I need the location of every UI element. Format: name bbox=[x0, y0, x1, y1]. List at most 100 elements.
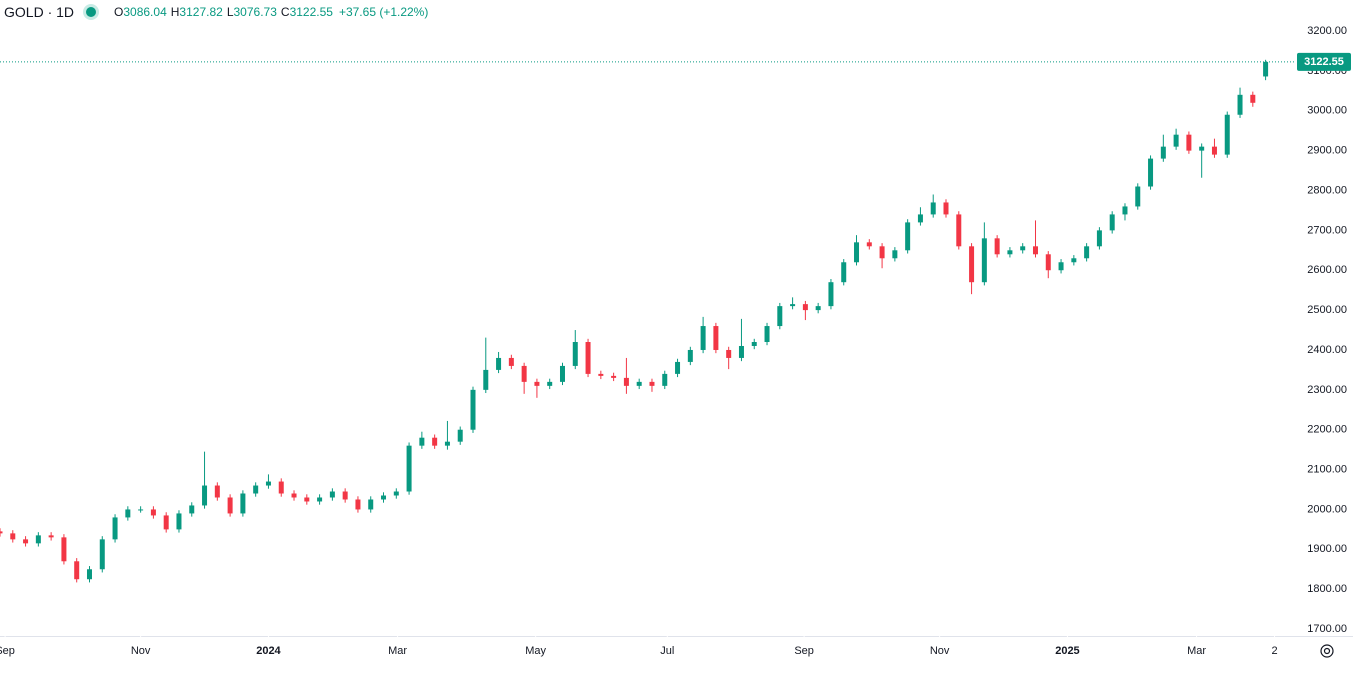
candle-body bbox=[355, 499, 361, 510]
candle-body bbox=[1199, 146, 1205, 151]
candle-body bbox=[675, 361, 681, 374]
candle-body bbox=[841, 262, 847, 283]
x-tick-label: Mar bbox=[388, 645, 407, 657]
candle-body bbox=[214, 485, 220, 498]
candle-body bbox=[381, 495, 387, 500]
candle-body bbox=[74, 561, 80, 580]
y-tick-label: 2600.00 bbox=[1307, 264, 1347, 276]
settings-icon[interactable] bbox=[1320, 644, 1334, 658]
candle-body bbox=[1007, 250, 1013, 255]
candle-body bbox=[23, 539, 29, 544]
candle-body bbox=[457, 429, 463, 442]
candle-body bbox=[265, 481, 271, 486]
candle-body bbox=[1122, 206, 1128, 215]
candle-body bbox=[943, 202, 949, 215]
candle-body bbox=[1250, 94, 1256, 103]
candle-body bbox=[956, 214, 962, 247]
x-tick-label: Sep bbox=[0, 645, 15, 657]
candle-body bbox=[1148, 158, 1154, 187]
candle-body bbox=[585, 342, 591, 374]
candle-body bbox=[227, 497, 233, 514]
candle-body bbox=[419, 437, 425, 446]
candle-body bbox=[1084, 246, 1090, 259]
candle-body bbox=[496, 357, 502, 370]
candle-body bbox=[981, 238, 987, 283]
candle-body bbox=[406, 445, 412, 492]
candle-body bbox=[892, 250, 898, 259]
candle-body bbox=[1109, 214, 1115, 231]
ohlc-label: C bbox=[280, 5, 290, 19]
ohlc-label: H bbox=[170, 5, 180, 19]
candle-body bbox=[1186, 134, 1192, 151]
candle-body bbox=[1160, 146, 1166, 159]
candle-body bbox=[866, 242, 872, 247]
candle-body bbox=[150, 509, 156, 516]
x-tick-label: 2025 bbox=[1055, 645, 1079, 657]
candle-body bbox=[1058, 262, 1064, 271]
candle-body bbox=[278, 481, 284, 494]
candle-body bbox=[1032, 246, 1038, 255]
candle-body bbox=[444, 441, 450, 446]
candle-body bbox=[329, 491, 335, 498]
y-tick-label: 1900.00 bbox=[1307, 543, 1347, 555]
candle-body bbox=[1045, 254, 1051, 271]
candle-body bbox=[304, 497, 310, 502]
candle-body bbox=[559, 365, 565, 382]
candle-body bbox=[368, 499, 374, 510]
candle-body bbox=[879, 246, 885, 259]
candle-body bbox=[48, 535, 54, 538]
candle-body bbox=[738, 345, 744, 358]
candle-body bbox=[713, 326, 719, 350]
candle-body bbox=[1173, 134, 1179, 147]
x-tick-label: Mar bbox=[1187, 645, 1206, 657]
candle-body bbox=[572, 342, 578, 366]
x-tick-label: Jul bbox=[660, 645, 674, 657]
y-tick-label: 2900.00 bbox=[1307, 145, 1347, 157]
last-price-label: 3122.55 bbox=[1304, 56, 1344, 68]
y-tick-label: 2100.00 bbox=[1307, 463, 1347, 475]
candle-body bbox=[138, 509, 144, 511]
candle-body bbox=[1071, 258, 1077, 263]
candle-body bbox=[969, 246, 975, 283]
candle-body bbox=[253, 485, 259, 494]
candle-body bbox=[35, 535, 41, 544]
candle-body bbox=[534, 381, 540, 386]
candle-body bbox=[726, 349, 732, 358]
x-tick-label: Sep bbox=[794, 645, 814, 657]
candle-body bbox=[662, 373, 668, 386]
x-tick-label: 2024 bbox=[256, 645, 281, 657]
candle-body bbox=[815, 306, 821, 311]
candle-body bbox=[930, 202, 936, 215]
candle-body bbox=[636, 381, 642, 386]
status-dot bbox=[86, 7, 97, 17]
ohlc-label: L bbox=[226, 5, 234, 19]
candle-body bbox=[1096, 230, 1102, 247]
candle-body bbox=[393, 491, 399, 496]
y-tick-label: 1800.00 bbox=[1307, 583, 1347, 595]
candle-body bbox=[547, 381, 553, 386]
candle-body bbox=[1020, 246, 1026, 251]
x-tick-label: 2 bbox=[1271, 645, 1277, 657]
candle-body bbox=[240, 493, 246, 514]
candle-body bbox=[202, 485, 208, 506]
candle-body bbox=[163, 515, 169, 530]
y-tick-label: 3000.00 bbox=[1307, 105, 1347, 117]
candle-body bbox=[508, 357, 514, 366]
candle-body bbox=[790, 304, 796, 307]
candle-body bbox=[687, 349, 693, 362]
candle-body bbox=[649, 381, 655, 386]
candle-body bbox=[777, 306, 783, 327]
candle-body bbox=[521, 365, 527, 382]
x-tick-label: May bbox=[525, 645, 546, 657]
header: GOLD · 1D O 3086.04 H 3127.82 L 3076.73 C 31… bbox=[4, 4, 428, 20]
candle-body bbox=[483, 369, 489, 390]
candle-body bbox=[994, 238, 1000, 255]
candle-body bbox=[112, 517, 118, 540]
ohlc-value: 3127.82 bbox=[179, 5, 223, 19]
ohlc-value: 3122.55 bbox=[289, 5, 333, 19]
candle-body bbox=[291, 493, 297, 498]
candle-body bbox=[764, 326, 770, 343]
candle-body bbox=[700, 326, 706, 350]
